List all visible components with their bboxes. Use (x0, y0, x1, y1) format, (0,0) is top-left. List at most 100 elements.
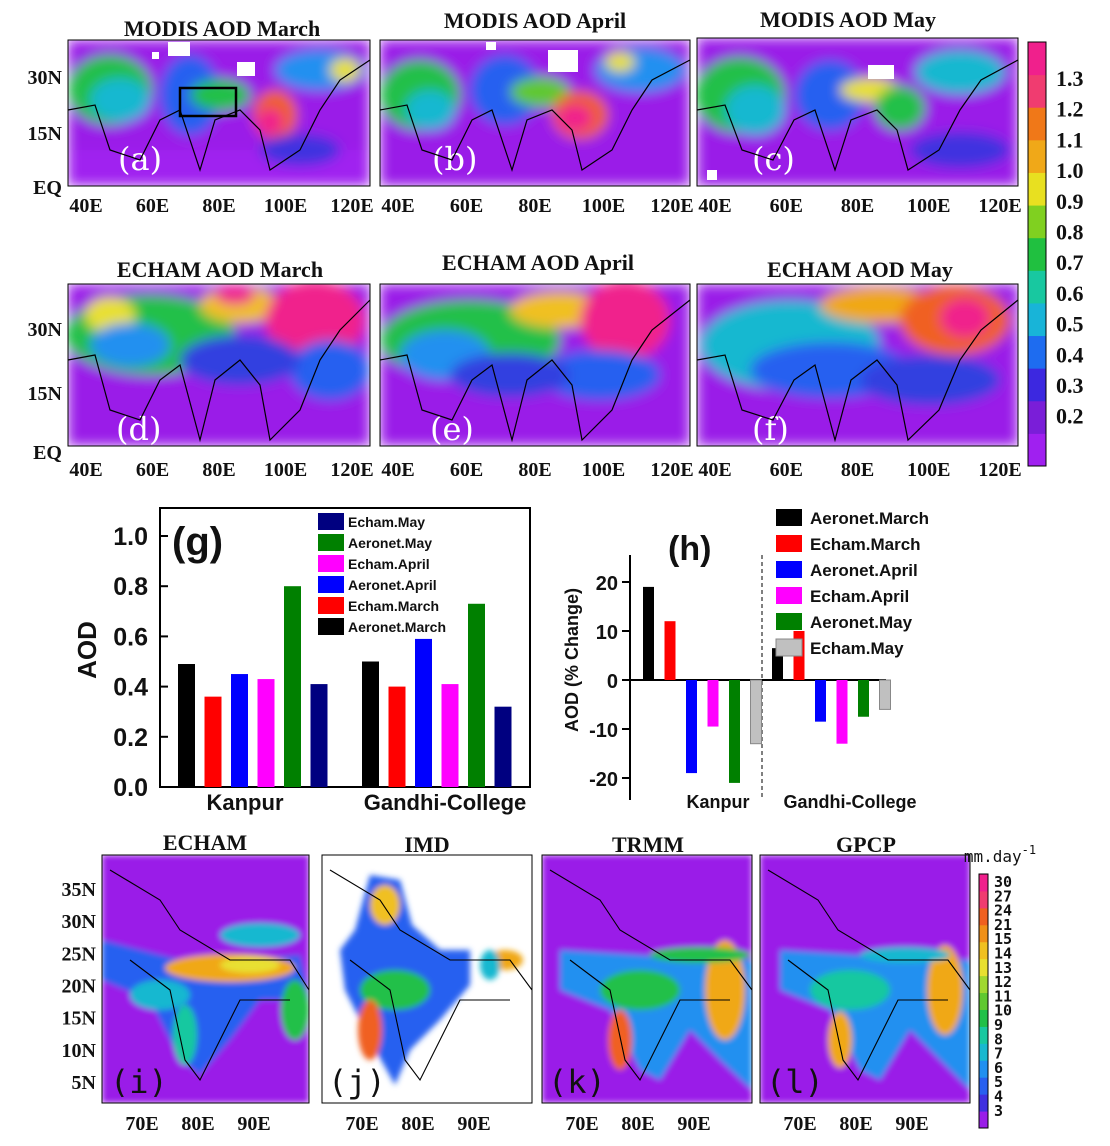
legend-swatch (776, 561, 802, 578)
colorbar-swatch (1028, 42, 1046, 76)
colorbar-tick: 5 (994, 1073, 1003, 1091)
xtick-40e: 40E (381, 195, 414, 217)
colorbar-tick: 11 (994, 987, 1012, 1005)
xtick-120e: 120E (978, 459, 1021, 481)
colorbar-tick: 1.2 (1056, 97, 1084, 122)
colorbar-tick: 1.1 (1056, 127, 1084, 152)
panel-e-title: ECHAM AOD April (442, 250, 634, 275)
panel-e: ECHAM AOD April (e) (379, 250, 691, 448)
panel-e-label: (e) (430, 410, 474, 448)
panel-j: IMD (j) (321, 832, 533, 1104)
legend-label: Echam.May (810, 639, 904, 658)
study-region-box (178, 86, 238, 118)
colorbar-tick: 0.2 (1056, 404, 1084, 429)
colorbar-tick: 0.9 (1056, 189, 1084, 214)
chart-h-label: (h) (668, 530, 711, 568)
ytick-label: 0 (607, 671, 618, 693)
colorbar-swatch (1028, 237, 1046, 271)
bar-echam-march-kanpur (664, 621, 676, 680)
colorbar-swatch (979, 924, 988, 943)
ytick-30n: 30N (28, 319, 63, 341)
colorbar-swatch (1028, 400, 1046, 434)
xtick-60e: 60E (450, 195, 483, 217)
colorbar-swatch (1028, 335, 1046, 369)
panel-d-label: (d) (116, 410, 161, 448)
colorbar-swatch (979, 975, 988, 994)
category-label: Kanpur (207, 790, 284, 815)
bar-aeronet-may-kanpur (729, 680, 740, 783)
bar-echam-april-gandhi-college (441, 684, 459, 787)
xtick-70e: 70E (565, 1113, 598, 1135)
colorbar-swatch (1028, 205, 1046, 239)
legend-swatch (318, 555, 344, 572)
colorbar-tick: 13 (994, 959, 1012, 977)
xtick-100e: 100E (264, 459, 307, 481)
bar-aeronet-april-kanpur (686, 680, 697, 774)
panel-b-title: MODIS AOD April (444, 8, 626, 33)
bar-echam-march-gandhi-college (388, 686, 406, 787)
xtick-80e: 80E (202, 459, 235, 481)
xtick-90e: 90E (237, 1113, 270, 1135)
colorbar-tick: 1.3 (1056, 66, 1084, 91)
colorbar-tick: 14 (994, 945, 1012, 963)
panel-c-title: MODIS AOD May (760, 7, 936, 32)
precip-x-ticks: 70E 80E 90E 70E 80E 90E 70E 80E 90E 70E 80E 90E (125, 1113, 928, 1135)
bar-aeronet-march-kanpur (643, 586, 654, 680)
panel-k-label: (k) (548, 1063, 606, 1101)
colorbar-tick: 1.0 (1056, 158, 1084, 183)
colorbar-swatch (1028, 368, 1046, 402)
colorbar-swatch (1028, 270, 1046, 304)
xtick-100e: 100E (907, 459, 950, 481)
legend-label: Aeronet.March (810, 509, 929, 528)
aod-colorbar: 1.3 1.2 1.1 1.0 0.9 0.8 0.7 0.6 0.5 0.4 0.3 0.2 (1027, 41, 1084, 467)
xtick-120e: 120E (978, 195, 1021, 217)
xtick-80e: 80E (518, 195, 551, 217)
bar-echam-april-kanpur (707, 680, 719, 727)
ytick-15n: 15N (28, 123, 63, 145)
colorbar-swatch (979, 1060, 988, 1078)
ytick-30n: 30N (28, 67, 63, 89)
legend-swatch (776, 509, 802, 526)
colorbar-tick: 0.7 (1056, 250, 1084, 275)
ytick-label: 0.8 (113, 573, 148, 601)
bar-aeronet-april-gandhi-college (415, 638, 432, 787)
xtick-60e: 60E (770, 195, 803, 217)
chart-g: (g) AOD 0.0 0.2 0.4 0.6 0.8 1.0 Kanpur Gandhi-… (72, 507, 531, 815)
xtick-80e: 80E (841, 459, 874, 481)
bar-aeronet-may-gandhi-college (858, 680, 869, 717)
panel-a-title: MODIS AOD March (124, 16, 320, 41)
colorbar-swatch (1028, 139, 1046, 173)
precip-colorbar-unit: mm.day-1 (964, 843, 1036, 866)
chart-h-ylabel: AOD (% Change) (562, 588, 582, 732)
colorbar-tick: 4 (994, 1088, 1003, 1106)
precip-y-ticks: 35N 30N 25N 20N 15N 10N 5N (62, 879, 97, 1094)
aod-y-ticks-row1: 30N 15N EQ (28, 67, 63, 199)
category-label: Gandhi-College (783, 792, 916, 812)
xtick-70e: 70E (783, 1113, 816, 1135)
ytick-label: 10 (596, 622, 618, 644)
bar-echam-may-gandhi-college (494, 706, 512, 787)
ytick-label: 20 (596, 573, 618, 595)
xtick-90e: 90E (677, 1113, 710, 1135)
category-label: Gandhi-College (364, 790, 527, 815)
ytick-label: 1.0 (113, 523, 148, 551)
chart-g-ylabel: AOD (72, 621, 102, 679)
ytick-label: -10 (589, 720, 618, 742)
xtick-60e: 60E (136, 195, 169, 217)
panel-a: MODIS AOD March (a) (67, 16, 371, 187)
xtick-60e: 60E (770, 459, 803, 481)
panel-f: ECHAM AOD May (f) (696, 257, 1019, 448)
xtick-40e: 40E (381, 459, 414, 481)
xtick-90e: 90E (457, 1113, 490, 1135)
ytick-label: 30N (62, 911, 97, 933)
bar-aeronet-march-gandhi-college (772, 648, 783, 680)
legend-swatch (775, 638, 803, 657)
legend-label: Aeronet.May (810, 613, 913, 632)
ytick-label: 15N (62, 1008, 97, 1030)
xtick-60e: 60E (450, 459, 483, 481)
legend-label: Aeronet.April (810, 561, 918, 580)
colorbar-swatch (1028, 107, 1046, 141)
ytick-label: 0.2 (113, 724, 148, 752)
legend-swatch (318, 597, 344, 614)
legend-swatch (318, 576, 344, 593)
